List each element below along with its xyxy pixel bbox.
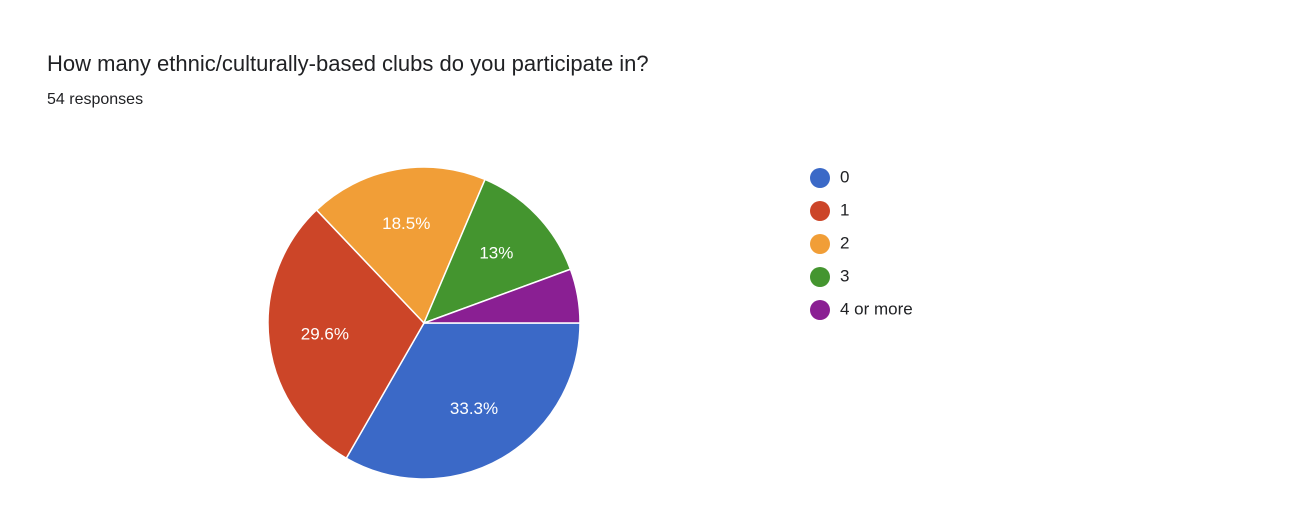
slice-label: 33.3% [450,399,498,418]
legend-swatch [810,300,830,320]
slice-label: 29.6% [301,324,349,343]
slice-label: 18.5% [382,214,430,233]
legend-swatch [810,168,830,188]
legend-label: 1 [840,200,849,219]
chart-subtitle: 54 responses [47,91,143,108]
legend-label: 4 or more [840,299,913,318]
slice-label: 13% [479,244,513,263]
pie-slice [315,166,487,325]
legend-label: 2 [840,233,849,252]
chart-title: How many ethnic/culturally-based clubs d… [47,51,649,76]
pie-slice [345,322,581,480]
legend-swatch [810,201,830,221]
legend-swatch [810,267,830,287]
legend-label: 3 [840,266,849,285]
legend-swatch [810,234,830,254]
legend-label: 0 [840,167,849,186]
pie-slice [422,178,572,325]
pie-slice [267,208,425,460]
pie-slice [423,268,581,324]
